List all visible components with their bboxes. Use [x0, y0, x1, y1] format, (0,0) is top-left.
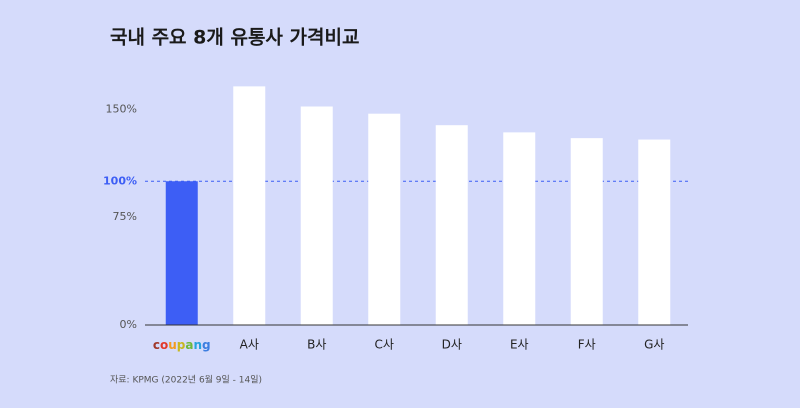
source-note: 자료: KPMG (2022년 6월 9일 - 14일) — [110, 374, 262, 386]
y-tick-label: 75% — [113, 210, 137, 223]
bar — [503, 132, 536, 325]
x-tick-label: B사 — [307, 338, 326, 352]
bar — [165, 181, 198, 325]
bar — [570, 138, 603, 325]
x-tick-label: coupang — [153, 338, 211, 352]
bar — [435, 125, 468, 325]
x-tick-label: G사 — [644, 338, 664, 352]
bar — [368, 113, 401, 325]
x-tick-label: D사 — [442, 338, 462, 352]
x-tick-label: E사 — [510, 338, 529, 352]
y-tick-label: 100% — [103, 174, 137, 187]
x-tick-label: F사 — [578, 338, 596, 352]
x-tick-label: C사 — [375, 338, 394, 352]
bar — [300, 106, 333, 325]
y-tick-label: 150% — [106, 102, 137, 115]
bar — [233, 86, 266, 325]
chart-title: 국내 주요 8개 유통사 가격비교 — [110, 27, 359, 49]
y-tick-label: 0% — [120, 318, 137, 331]
x-tick-label: A사 — [240, 338, 259, 352]
bar — [638, 139, 671, 325]
